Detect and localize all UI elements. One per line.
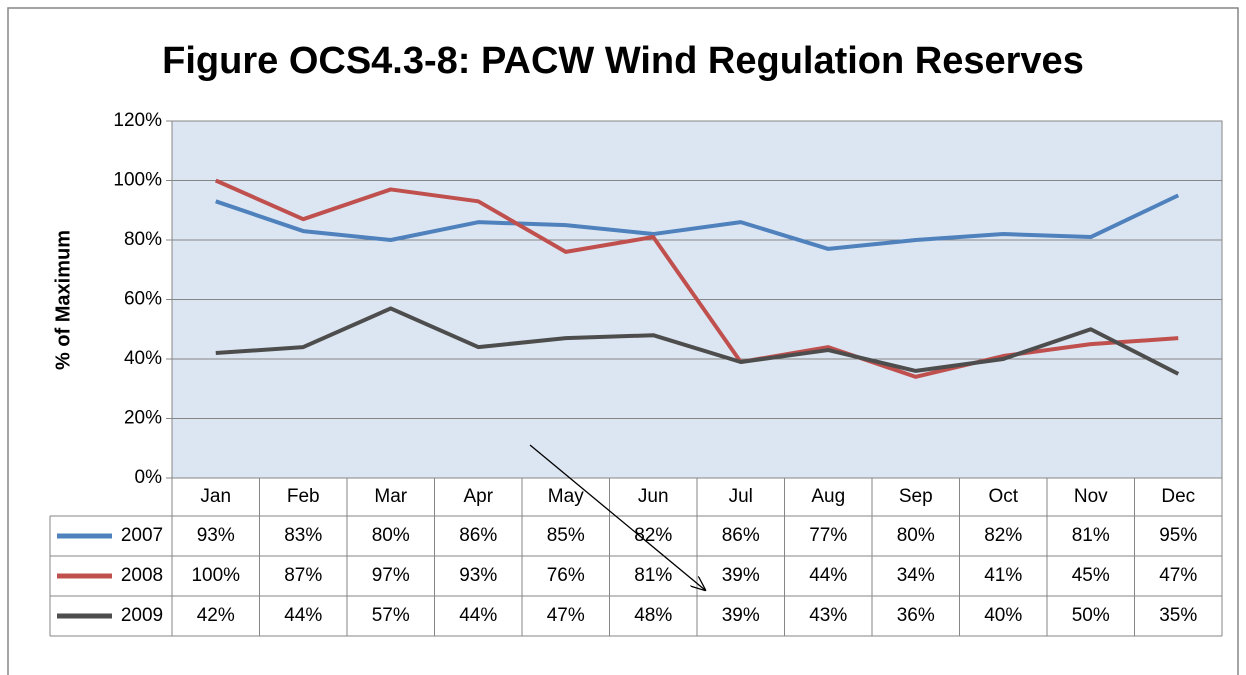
data-label: 44% [459, 605, 497, 626]
data-label: 97% [372, 565, 410, 586]
data-label: 77% [809, 525, 847, 546]
y-tick-label: 120% [113, 110, 162, 131]
data-label: 57% [372, 605, 410, 626]
data-label: 80% [372, 525, 410, 546]
data-label: 86% [722, 525, 760, 546]
x-tick-label: Apr [463, 486, 493, 507]
y-tick-label: 20% [124, 408, 162, 429]
data-label: 48% [634, 605, 672, 626]
data-label: 87% [284, 565, 322, 586]
data-label: 40% [984, 605, 1022, 626]
legend-label: 2008 [121, 565, 163, 586]
data-label: 39% [722, 605, 760, 626]
data-label: 76% [547, 565, 585, 586]
legend-label: 2007 [121, 525, 163, 546]
data-label: 41% [984, 565, 1022, 586]
data-label: 85% [547, 525, 585, 546]
data-label: 44% [809, 565, 847, 586]
data-label: 95% [1159, 525, 1197, 546]
data-label: 80% [897, 525, 935, 546]
legend-label: 2009 [121, 605, 163, 626]
data-label: 42% [197, 605, 235, 626]
x-tick-label: Sep [899, 486, 933, 507]
series-line [215, 193, 1180, 251]
y-tick-label: 100% [113, 170, 162, 191]
data-label: 81% [634, 565, 672, 586]
y-axis-label: % of Maximum [52, 230, 74, 370]
x-tick-label: Jul [729, 486, 753, 507]
data-label: 45% [1072, 565, 1110, 586]
data-label: 43% [809, 605, 847, 626]
data-label: 86% [459, 525, 497, 546]
data-label: 39% [722, 565, 760, 586]
x-tick-label: Nov [1074, 486, 1108, 507]
data-label: 50% [1072, 605, 1110, 626]
x-tick-label: Jun [638, 486, 669, 507]
data-label: 47% [1159, 565, 1197, 586]
x-tick-label: Dec [1161, 486, 1195, 507]
x-tick-label: Mar [374, 486, 407, 507]
x-tick-label: Oct [988, 486, 1018, 507]
x-tick-label: Jan [200, 486, 231, 507]
data-label: 44% [284, 605, 322, 626]
y-tick-label: 40% [124, 348, 162, 369]
x-tick-label: Feb [287, 486, 320, 507]
annotation-arrow [529, 444, 705, 590]
y-tick-label: 60% [124, 289, 162, 310]
data-label: 82% [984, 525, 1022, 546]
series-line [215, 306, 1180, 376]
x-tick-label: May [548, 486, 584, 507]
data-label: 47% [547, 605, 585, 626]
data-label: 100% [191, 565, 240, 586]
y-tick-label: 0% [135, 467, 163, 488]
data-label: 82% [634, 525, 672, 546]
data-label: 34% [897, 565, 935, 586]
x-tick-label: Aug [811, 486, 845, 507]
y-tick-label: 80% [124, 229, 162, 250]
data-label: 83% [284, 525, 322, 546]
data-label: 93% [459, 565, 497, 586]
chart-title: Figure OCS4.3-8: PACW Wind Regulation Re… [162, 40, 1084, 82]
data-label: 36% [897, 605, 935, 626]
data-label: 35% [1159, 605, 1197, 626]
data-label: 81% [1072, 525, 1110, 546]
data-label: 93% [197, 525, 235, 546]
